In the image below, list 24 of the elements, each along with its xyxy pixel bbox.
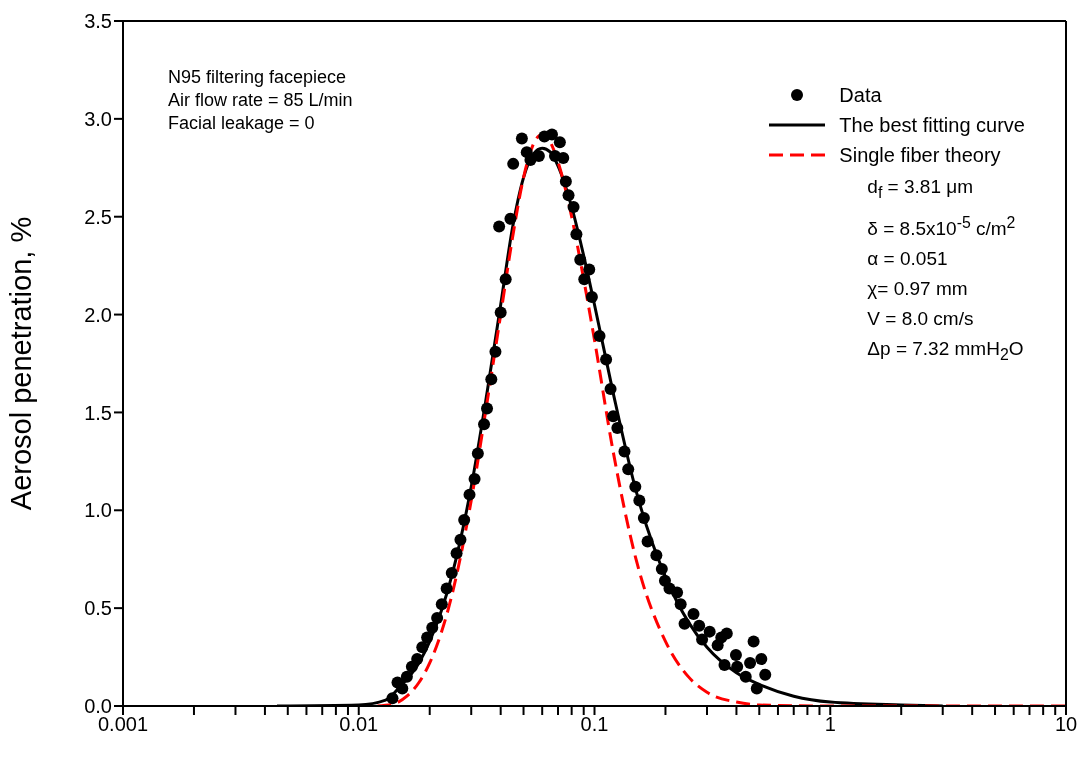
y-axis-title: Aerosol penetration, % xyxy=(5,216,38,511)
annotation: d$_{f}$ = 3.81 μm xyxy=(867,175,974,203)
x-tick-label: 0.01 xyxy=(339,713,379,736)
x-tick-label: 0.1 xyxy=(580,713,609,736)
annotation: Δp = 7.32 mmH$_{2}$O xyxy=(867,337,1025,365)
annotation: Facial leakage = 0 xyxy=(168,112,316,135)
legend-label: Data xyxy=(839,83,882,107)
y-tick-label: 2.5 xyxy=(84,205,112,228)
legend-label: The best fitting curve xyxy=(839,113,1025,137)
y-tick-label: 2.0 xyxy=(84,303,112,326)
y-tick-label: 1.5 xyxy=(84,401,112,424)
annotation: V = 8.0 cm/s xyxy=(867,307,975,332)
annotation: α = 0.051 xyxy=(867,247,949,272)
annotation: δ = 8.5x10$^{-5}$ c/m$^{2}$ xyxy=(867,212,1017,242)
x-tick-label: 1 xyxy=(824,713,836,736)
annotation: N95 filtering facepiece xyxy=(168,66,348,89)
y-tick-label: 3.0 xyxy=(84,107,112,130)
annotation: χ= 0.97 mm xyxy=(867,277,969,302)
y-tick-label: 1.0 xyxy=(84,499,112,522)
y-tick-label: 0.5 xyxy=(84,597,112,620)
annotation: Air flow rate = 85 L/min xyxy=(168,89,353,112)
y-tick-label: 3.5 xyxy=(84,10,112,33)
legend-label: Single fiber theory xyxy=(839,143,1001,167)
x-tick-label: 10 xyxy=(1054,713,1078,736)
